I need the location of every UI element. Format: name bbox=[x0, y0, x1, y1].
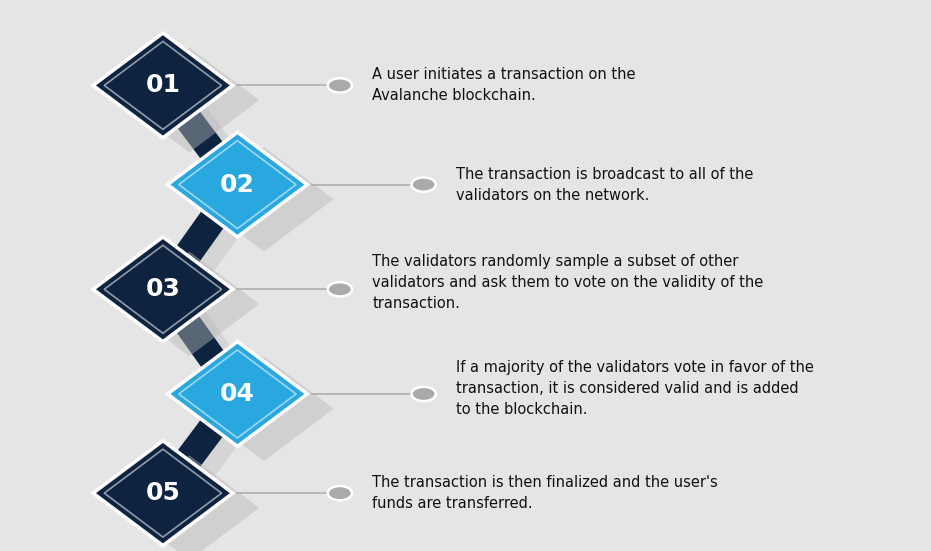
Text: 05: 05 bbox=[145, 481, 181, 505]
Text: If a majority of the validators vote in favor of the
transaction, it is consider: If a majority of the validators vote in … bbox=[456, 360, 814, 417]
Polygon shape bbox=[168, 132, 307, 237]
Polygon shape bbox=[119, 252, 259, 356]
Circle shape bbox=[412, 387, 436, 401]
Text: 03: 03 bbox=[145, 277, 181, 301]
Text: 01: 01 bbox=[145, 73, 181, 98]
Text: A user initiates a transaction on the
Avalanche blockchain.: A user initiates a transaction on the Av… bbox=[372, 67, 636, 104]
Text: The validators randomly sample a subset of other
validators and ask them to vote: The validators randomly sample a subset … bbox=[372, 254, 763, 311]
Polygon shape bbox=[119, 48, 259, 153]
Polygon shape bbox=[93, 441, 233, 545]
Polygon shape bbox=[93, 33, 233, 138]
Circle shape bbox=[328, 78, 352, 93]
Polygon shape bbox=[168, 342, 307, 446]
Polygon shape bbox=[93, 237, 233, 342]
Text: 02: 02 bbox=[220, 172, 255, 197]
Circle shape bbox=[328, 486, 352, 500]
Text: 04: 04 bbox=[220, 382, 255, 406]
Text: The transaction is broadcast to all of the
validators on the network.: The transaction is broadcast to all of t… bbox=[456, 166, 753, 203]
Polygon shape bbox=[194, 147, 333, 252]
Polygon shape bbox=[194, 356, 333, 461]
Circle shape bbox=[412, 177, 436, 192]
Text: The transaction is then finalized and the user's
funds are transferred.: The transaction is then finalized and th… bbox=[372, 475, 718, 511]
Polygon shape bbox=[119, 456, 259, 551]
Circle shape bbox=[328, 282, 352, 296]
